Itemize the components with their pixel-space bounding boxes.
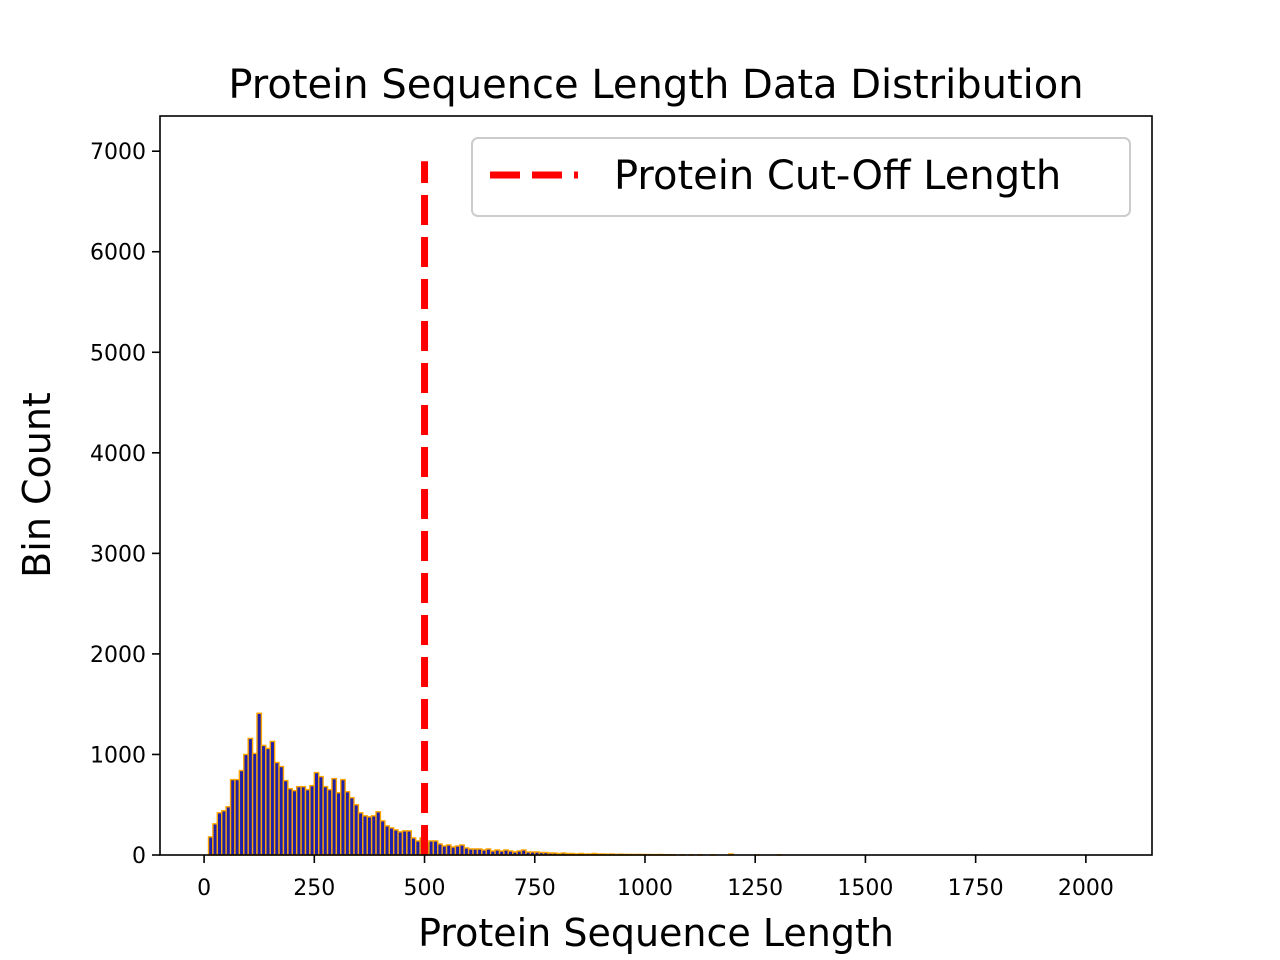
x-tick-label: 500 — [404, 876, 446, 901]
plot-frame — [159, 115, 1153, 856]
x-axis-label: Protein Sequence Length — [418, 911, 894, 955]
y-tick-label: 0 — [132, 844, 146, 869]
y-tick-label: 1000 — [90, 743, 146, 768]
x-tick-label: 1750 — [948, 876, 1004, 901]
y-tick-label: 7000 — [90, 140, 146, 165]
x-tick-label: 250 — [293, 876, 335, 901]
y-axis-ticks: 0 1000 2000 3000 4000 5000 6000 7000 — [90, 140, 160, 869]
y-tick-label: 4000 — [90, 442, 146, 467]
legend: Protein Cut-Off Length — [471, 137, 1131, 217]
legend-label: Protein Cut-Off Length — [614, 153, 1061, 199]
x-tick-label: 0 — [197, 876, 211, 901]
legend-box — [471, 137, 1131, 217]
x-tick-label: 1250 — [727, 876, 783, 901]
y-tick-label: 6000 — [90, 241, 146, 266]
y-tick-label: 3000 — [90, 542, 146, 567]
x-axis-ticks: 0 250 500 750 1000 1250 1500 1750 2000 — [197, 855, 1114, 901]
x-tick-label: 1000 — [617, 876, 673, 901]
chart-title: Protein Sequence Length Data Distributio… — [228, 62, 1083, 108]
x-tick-label: 2000 — [1058, 876, 1114, 901]
y-tick-label: 2000 — [90, 643, 146, 668]
y-tick-label: 5000 — [90, 341, 146, 366]
y-axis-label: Bin Count — [15, 392, 59, 578]
x-tick-label: 1500 — [837, 876, 893, 901]
x-tick-label: 750 — [514, 876, 556, 901]
